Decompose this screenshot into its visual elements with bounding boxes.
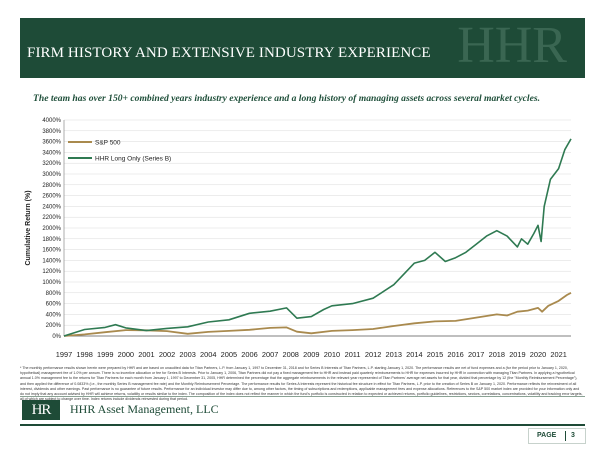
page-number: 3 xyxy=(571,432,575,439)
y-tick-label: 3200% xyxy=(42,161,61,167)
x-tick-label: 2011 xyxy=(345,350,361,359)
y-tick-label: 3000% xyxy=(42,172,61,178)
x-tick-label: 2012 xyxy=(365,350,381,359)
y-tick-label: 3800% xyxy=(42,129,61,135)
y-tick-label: 2800% xyxy=(42,183,61,189)
y-tick-label: 3400% xyxy=(42,150,61,156)
footer-logo: HR xyxy=(22,400,60,420)
series-line-hhr xyxy=(63,138,572,337)
x-tick-label: 1999 xyxy=(97,350,113,359)
x-tick-label: 2006 xyxy=(241,350,257,359)
x-tick-label: 2000 xyxy=(118,350,134,359)
y-tick-label: 1200% xyxy=(42,269,61,275)
divider xyxy=(20,396,585,397)
legend-label: HHR Long Only (Series B) xyxy=(95,156,171,163)
x-tick-label: 2003 xyxy=(179,350,195,359)
page-separator xyxy=(565,431,566,441)
x-tick-label: 2017 xyxy=(468,350,484,359)
header-logo-watermark: HHR xyxy=(457,18,567,74)
x-tick-label: 2016 xyxy=(447,350,463,359)
y-tick-label: 600% xyxy=(46,302,62,308)
y-axis-title: Cumulative Return (%) xyxy=(25,190,32,265)
y-tick-label: 2600% xyxy=(42,194,61,200)
y-tick-label: 1000% xyxy=(42,280,61,286)
y-tick-label: 1600% xyxy=(42,248,61,254)
x-tick-label: 2004 xyxy=(200,350,216,359)
footer-rule xyxy=(20,424,585,426)
x-tick-label: 2015 xyxy=(427,350,443,359)
performance-chart: 0% 200% 400% 600% 800% 1000% 1200% 1400% 1600% 18… xyxy=(25,118,572,359)
x-tick-label: 2010 xyxy=(324,350,340,359)
x-tick-label: 1998 xyxy=(76,350,92,359)
y-tick-label: 800% xyxy=(46,291,62,297)
x-tick-label: 2019 xyxy=(509,350,525,359)
page-label: PAGE xyxy=(537,432,557,439)
x-tick-label: 2005 xyxy=(221,350,237,359)
y-tick-label: 2000% xyxy=(42,226,61,232)
subtitle: The team has over 150+ combined years in… xyxy=(33,93,540,104)
page-indicator: PAGE 3 xyxy=(528,428,586,444)
x-tick-label: 2018 xyxy=(489,350,505,359)
y-tick-label: 400% xyxy=(46,312,62,318)
y-tick-label: 200% xyxy=(46,323,62,329)
footnote: * The monthly performance results shown … xyxy=(20,366,583,402)
y-tick-label: 2200% xyxy=(42,215,61,221)
y-tick-label: 2400% xyxy=(42,204,61,210)
series-line-sp500 xyxy=(63,292,572,337)
page-title: FIRM HISTORY AND EXTENSIVE INDUSTRY EXPE… xyxy=(27,45,431,61)
x-tick-label: 2007 xyxy=(262,350,278,359)
x-tick-label: 2002 xyxy=(159,350,175,359)
y-tick-label: 1400% xyxy=(42,258,61,264)
y-tick-label: 1800% xyxy=(42,237,61,243)
legend-label: S&P 500 xyxy=(95,140,121,147)
y-tick-label: 0% xyxy=(52,334,61,340)
x-tick-label: 2021 xyxy=(550,350,566,359)
x-tick-label: 2013 xyxy=(386,350,402,359)
x-tick-label: 2020 xyxy=(530,350,546,359)
x-tick-label: 2008 xyxy=(282,350,298,359)
y-tick-label: 4000% xyxy=(42,118,61,124)
y-tick-label: 3600% xyxy=(42,140,61,146)
company-name: HHR Asset Management, LLC xyxy=(70,402,219,416)
x-tick-label: 2001 xyxy=(138,350,154,359)
x-tick-label: 2014 xyxy=(406,350,422,359)
x-tick-label: 2009 xyxy=(303,350,319,359)
header-banner: FIRM HISTORY AND EXTENSIVE INDUSTRY EXPE… xyxy=(20,18,585,78)
x-tick-label: 1997 xyxy=(56,350,72,359)
